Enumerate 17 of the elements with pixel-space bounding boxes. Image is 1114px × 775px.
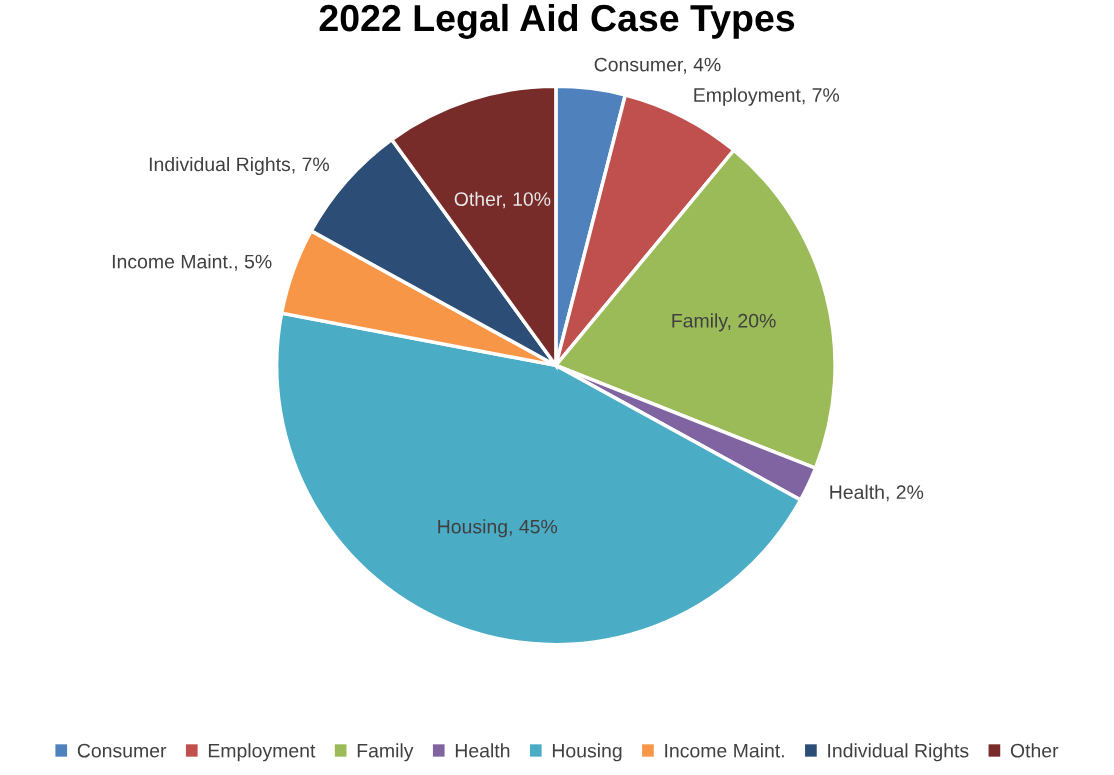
chart-title: 2022 Legal Aid Case Types — [319, 3, 795, 39]
legend-label: Consumer — [77, 743, 167, 758]
legend-label: Employment — [208, 743, 316, 762]
legend-label: Income Maint. — [665, 743, 784, 758]
legend-label: Health — [455, 743, 510, 758]
data-label: Employment, 7% — [694, 87, 840, 106]
data-label: Housing, 45% — [438, 519, 558, 538]
data-label: Health, 2% — [830, 484, 924, 502]
data-label: Family, 20% — [672, 313, 776, 332]
data-label: Individual Rights, 7% — [149, 156, 329, 176]
legend-label: Housing — [552, 743, 622, 762]
legend-label: Other — [1010, 743, 1059, 758]
data-label: Consumer, 4% — [594, 57, 721, 74]
data-label: Other, 10% — [454, 191, 551, 209]
data-label: Income Maint., 5% — [112, 254, 272, 271]
legend-label: Individual Rights — [828, 743, 969, 762]
legend-label: Family — [357, 743, 414, 762]
